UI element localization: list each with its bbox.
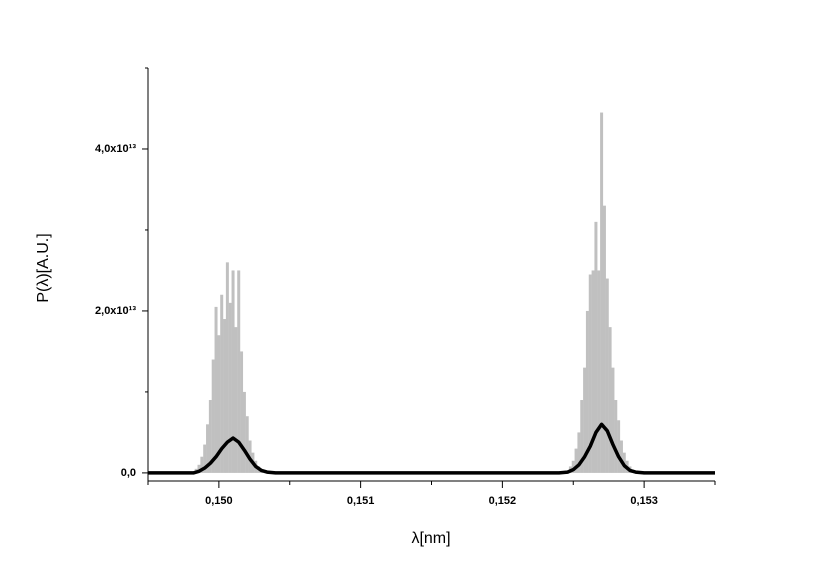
spectrum-bar <box>214 306 218 473</box>
y-tick-label: 4,0x10¹³ <box>95 143 136 155</box>
spectrum-bar <box>614 400 618 473</box>
spectrum-bar <box>223 319 227 473</box>
spectrum-bar <box>605 278 609 473</box>
spectrum-bar <box>594 221 598 473</box>
spectrum-bar <box>577 432 581 473</box>
spectrum-bar <box>617 420 621 473</box>
spectrum-bar <box>220 294 224 473</box>
spectrum-bar <box>225 262 229 473</box>
spectrum-bar <box>211 359 215 473</box>
spectrum-bar <box>591 270 595 473</box>
spectrum-bar <box>208 400 212 473</box>
spectrum-bar <box>217 335 221 473</box>
spectrum-line <box>148 422 715 475</box>
spectrum-bar <box>588 274 592 473</box>
x-tick-label: 0,153 <box>630 495 658 507</box>
x-tick-label: 0,152 <box>489 495 517 507</box>
spectrum-bar <box>228 302 232 473</box>
spectrum-bar <box>240 351 244 473</box>
spectrum-bar <box>608 327 612 473</box>
spectrum-bar <box>580 400 584 473</box>
y-axis-label: P(λ)[A.U.] <box>35 233 52 302</box>
spectrum-bar <box>237 270 241 473</box>
x-tick-label: 0,150 <box>205 495 233 507</box>
y-tick-label: 2,0x10¹³ <box>95 305 136 317</box>
spectrum-bar <box>242 391 246 473</box>
spectrum-bar <box>571 460 575 473</box>
spectrum-bar <box>197 464 201 473</box>
x-tick-label: 0,151 <box>347 495 375 507</box>
spectrum-bar <box>619 440 623 473</box>
spectrum-bar <box>585 310 589 473</box>
spectrum-bar <box>234 327 238 473</box>
spectrum-bar <box>611 367 615 473</box>
y-tick-label: 0,0 <box>121 467 136 479</box>
spectrum-bar <box>597 270 601 473</box>
spectrum-bar <box>206 424 210 473</box>
spectrum-bar <box>200 456 204 473</box>
spectrum-bar <box>245 416 249 473</box>
x-axis-label: λ[nm] <box>411 530 450 547</box>
spectrum-bar <box>583 367 587 473</box>
spectrum-bar <box>231 270 235 473</box>
spectrum-bar <box>574 448 578 473</box>
spectrum-bar <box>600 112 604 473</box>
spectrum-bar <box>203 444 207 473</box>
spectrum-bar <box>602 205 606 473</box>
